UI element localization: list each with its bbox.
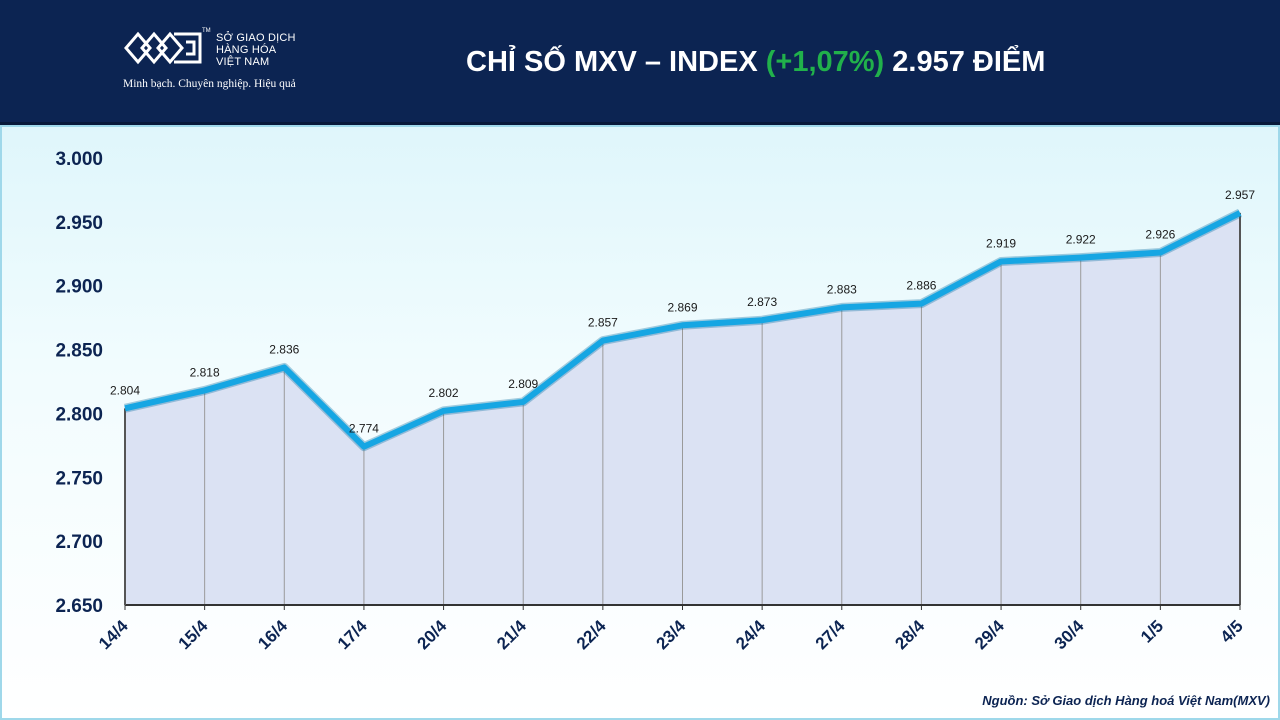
x-tick-label: 29/4 [971,616,1008,653]
x-tick-label: 30/4 [1051,616,1088,653]
title-change-percent: (+1,07%) [765,46,885,78]
data-label: 2.809 [508,377,538,391]
page-title: CHỈ SỐ MXV – INDEX (+1,07%) 2.957 ĐIỂM [466,40,1045,84]
data-label: 2.922 [1066,233,1096,247]
x-tick-label: 15/4 [175,616,212,653]
title-main: CHỈ SỐ MXV – INDEX [466,46,766,78]
data-label: 2.818 [190,365,220,379]
data-label: 2.804 [110,383,140,397]
logo-line-3: VIỆT NAM [216,56,270,68]
data-label: 2.957 [1225,188,1255,202]
source-note: Nguồn: Sở Giao dịch Hàng hoá Việt Nam(MX… [982,693,1270,708]
x-tick-label: 17/4 [334,616,371,653]
x-tick-label: 21/4 [493,616,530,653]
logo-tagline: Minh bạch. Chuyên nghiệp. Hiệu quả [123,78,296,90]
x-tick-label: 28/4 [891,616,928,653]
logo-wordmark: SỞ GIAO DỊCH HÀNG HÓA VIỆT NAM [216,32,296,68]
mxv-logo-icon [124,31,202,65]
x-tick-label: 23/4 [652,616,689,653]
x-tick-label: 4/5 [1217,616,1247,646]
x-tick-label: 22/4 [573,616,610,653]
data-label: 2.857 [588,316,618,330]
title-index-value: 2.957 ĐIỂM [884,46,1046,78]
x-tick-label: 1/5 [1137,616,1167,646]
data-label: 2.774 [349,422,379,436]
data-label: 2.836 [269,342,299,356]
y-tick-label: 2.800 [55,404,103,425]
data-label: 2.883 [827,282,857,296]
y-tick-label: 2.850 [55,341,103,362]
data-label: 2.886 [906,279,936,293]
header-banner: TM SỞ GIAO DỊCH HÀNG HÓA VIỆT NAM Minh b… [0,0,1280,125]
x-tick-label: 27/4 [812,616,849,653]
chart-panel: 2.804 2.818 2.836 2.774 2.802 2.809 2.857 2.869… [0,125,1280,720]
x-tick-label: 16/4 [254,616,291,653]
data-label: 2.873 [747,295,777,309]
trademark-mark: TM [202,28,211,34]
data-label: 2.926 [1145,228,1175,242]
y-tick-label: 3.000 [55,149,103,170]
x-tick-label: 14/4 [95,616,132,653]
y-tick-label: 2.650 [55,596,103,617]
y-tick-label: 2.950 [55,213,103,234]
x-tick-label: 24/4 [732,616,769,653]
series-line [124,210,1242,450]
y-tick-label: 2.750 [55,468,103,489]
y-tick-label: 2.900 [55,277,103,298]
x-tick-label: 20/4 [414,616,451,653]
data-label: 2.802 [429,386,459,400]
logo-line-1: SỞ GIAO DỊCH [216,32,296,44]
index-area-chart: 2.804 2.818 2.836 2.774 2.802 2.809 2.857 2.869… [55,149,1255,653]
logo-line-2: HÀNG HÓA [216,44,277,56]
data-label: 2.919 [986,236,1016,250]
y-tick-label: 2.700 [55,532,103,553]
data-label: 2.869 [667,300,697,314]
